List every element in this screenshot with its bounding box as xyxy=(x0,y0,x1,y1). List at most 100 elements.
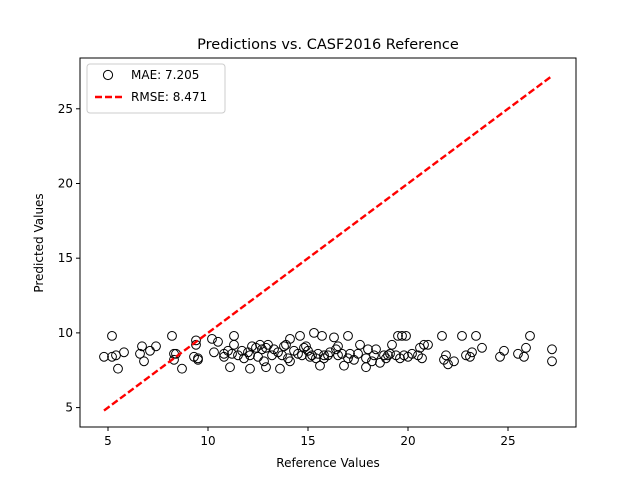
scatter-point xyxy=(107,331,117,341)
scatter-point xyxy=(371,344,381,355)
scatter-point xyxy=(245,363,255,374)
scatter-point xyxy=(363,344,373,355)
scatter-point xyxy=(229,331,239,341)
scatter-point xyxy=(513,348,523,359)
y-tick-label: 25 xyxy=(58,102,73,116)
scatter-point xyxy=(277,350,287,361)
scatter-point xyxy=(547,356,557,367)
x-tick-label: 5 xyxy=(104,434,112,448)
x-tick-label: 10 xyxy=(200,434,215,448)
scatter-point xyxy=(355,339,365,350)
scatter-point xyxy=(385,348,395,359)
x-axis-label: Reference Values xyxy=(276,456,379,470)
legend: MAE: 7.205 RMSE: 8.471 xyxy=(86,63,226,114)
scatter-point xyxy=(285,334,295,344)
scatter-point xyxy=(113,363,123,374)
scatter-point xyxy=(461,350,471,361)
scatter-point xyxy=(267,350,277,361)
scatter-point xyxy=(449,356,459,367)
scatter-point xyxy=(301,341,311,352)
scatter-point xyxy=(259,356,269,367)
scatter-point xyxy=(315,360,325,371)
reference-dashed-line xyxy=(103,74,553,412)
scatter-point xyxy=(401,331,411,341)
scatter-point xyxy=(339,360,349,371)
scatter-point xyxy=(225,362,235,373)
chart-title: Predictions vs. CASF2016 Reference xyxy=(197,37,459,53)
scatter-point xyxy=(379,350,389,361)
legend-label-mae: MAE: 7.205 xyxy=(131,68,199,82)
scatter-point xyxy=(499,345,509,356)
scatter-point xyxy=(423,339,433,350)
scatter-point xyxy=(367,356,377,367)
scatter-point xyxy=(295,331,305,341)
scatter-point xyxy=(393,331,403,341)
scatter-point xyxy=(417,353,427,364)
scatter-point xyxy=(329,332,339,343)
scatter-point xyxy=(399,350,409,361)
y-tick-label: 20 xyxy=(58,176,73,190)
scatter-point xyxy=(437,331,447,341)
scatter-point xyxy=(471,331,481,341)
scatter-point xyxy=(521,342,531,353)
scatter-point xyxy=(209,347,219,358)
scatter-point xyxy=(247,341,257,352)
scatter-point xyxy=(99,351,109,362)
scatter-point xyxy=(387,339,397,350)
scatter-point xyxy=(369,350,379,361)
legend-box xyxy=(86,63,226,114)
scatter-point xyxy=(107,351,117,362)
scatter-point xyxy=(227,348,237,359)
scatter-point xyxy=(333,350,343,361)
scatter-point xyxy=(407,348,417,359)
scatter-point xyxy=(261,362,271,373)
scatter-point xyxy=(135,348,145,359)
y-axis-label: Predicted Values xyxy=(32,193,46,292)
scatter-point xyxy=(361,362,371,373)
scatter-point xyxy=(519,351,529,362)
scatter-point xyxy=(213,336,223,347)
x-tick-label: 25 xyxy=(500,434,515,448)
scatter-point xyxy=(207,334,217,344)
scatter-point xyxy=(139,356,149,367)
scatter-point xyxy=(193,354,203,365)
scatter-point xyxy=(169,354,179,365)
scatter-point xyxy=(419,339,429,350)
scatter-point xyxy=(477,342,487,353)
scatter-point xyxy=(443,359,453,370)
plot-frame xyxy=(79,57,577,428)
scatter-point xyxy=(167,331,177,341)
scatter-point xyxy=(151,341,161,352)
scatter-point xyxy=(465,351,475,362)
scatter-point xyxy=(319,350,329,361)
x-tick-label: 20 xyxy=(400,434,415,448)
scatter-point xyxy=(397,331,407,341)
y-tick-label: 5 xyxy=(65,401,73,415)
scatter-point xyxy=(119,347,129,358)
scatter-point xyxy=(137,341,147,352)
scatter-point xyxy=(383,350,393,361)
scatter-point xyxy=(275,363,285,374)
scatter-point xyxy=(525,331,535,341)
scatter-point xyxy=(261,342,271,353)
y-tick-label: 10 xyxy=(58,326,73,340)
scatter-point xyxy=(293,348,303,359)
scatter-point xyxy=(343,331,353,341)
scatter-point xyxy=(237,345,247,356)
legend-marker-circle xyxy=(102,69,114,81)
x-tick-label: 15 xyxy=(300,434,315,448)
scatter-point xyxy=(255,339,265,350)
legend-label-rmse: RMSE: 8.471 xyxy=(131,90,207,104)
scatter-point xyxy=(191,335,201,346)
scatter-point xyxy=(547,344,557,355)
scatter-point xyxy=(441,350,451,361)
scatter-point xyxy=(467,347,477,358)
scatter-point xyxy=(353,348,363,359)
scatter-point xyxy=(343,353,353,364)
axes-ticks: 5 10 15 20 25 5 10 15 20 25 xyxy=(58,102,516,448)
scatter-point xyxy=(457,331,467,341)
scatter-point xyxy=(245,350,255,361)
plot-area xyxy=(99,74,557,412)
scatter-point xyxy=(177,363,187,374)
